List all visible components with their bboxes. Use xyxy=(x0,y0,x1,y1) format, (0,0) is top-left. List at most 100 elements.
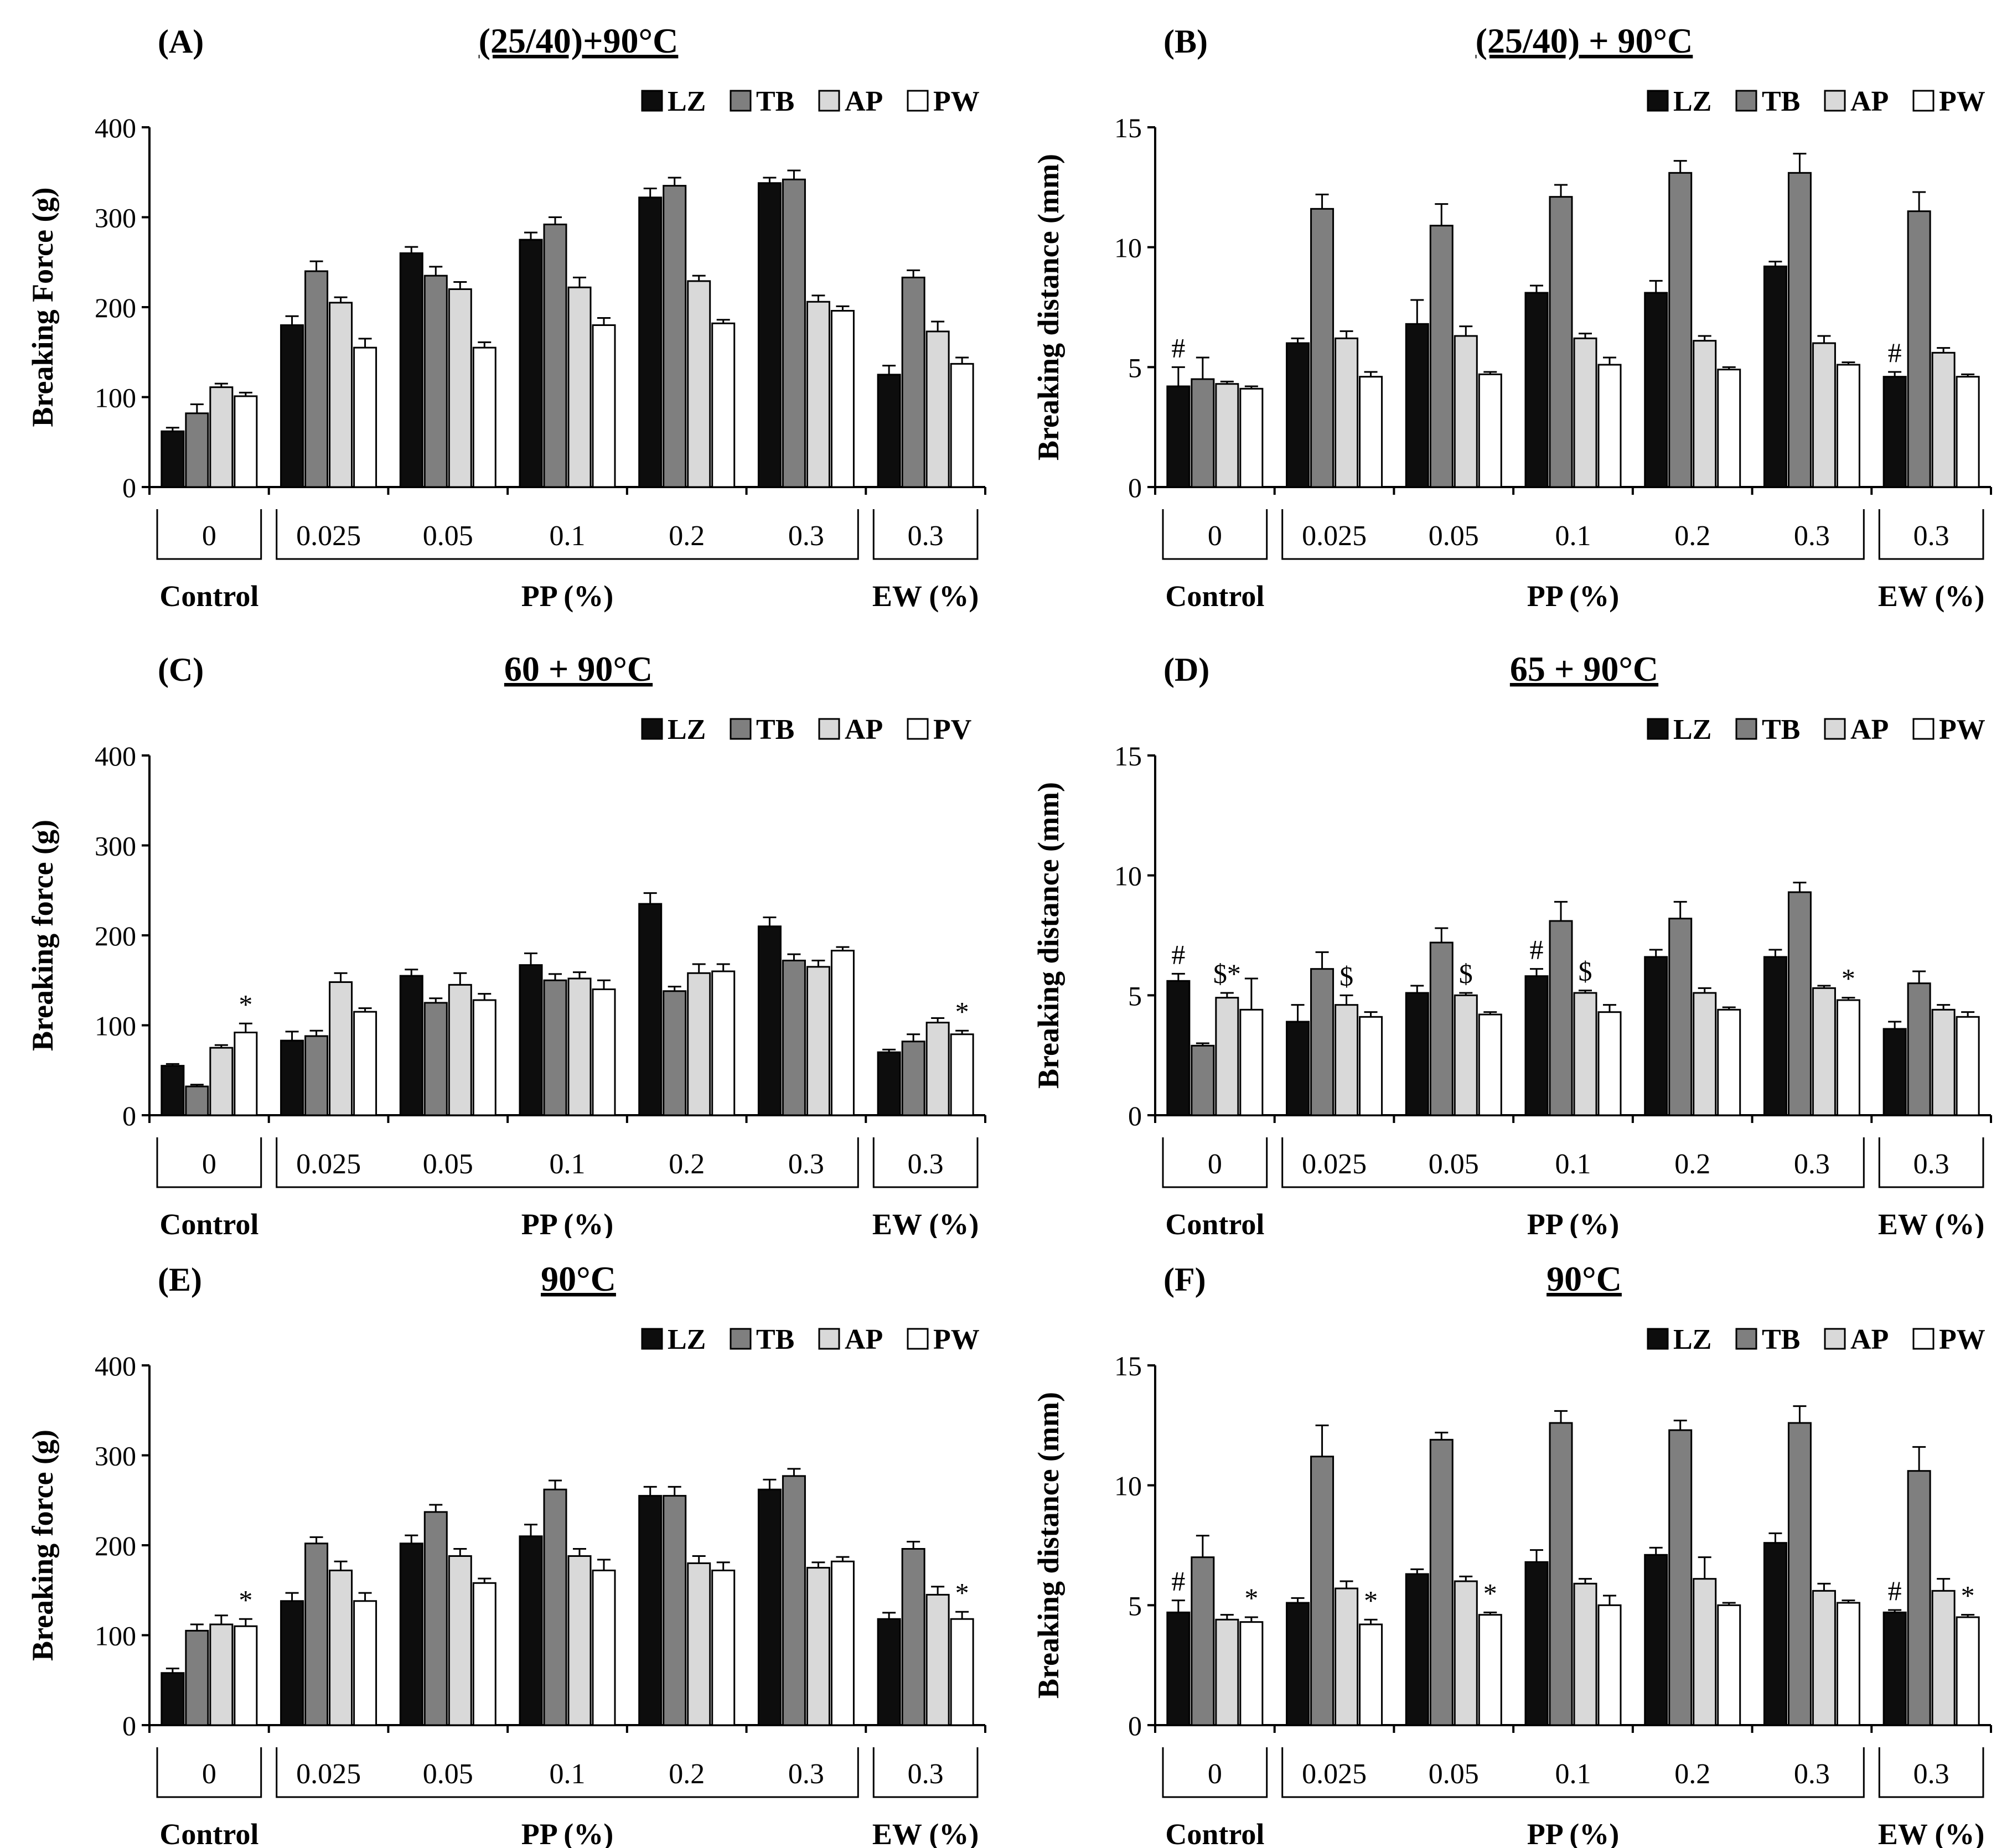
group-bracket xyxy=(872,1137,979,1188)
significance-mark: * xyxy=(239,988,252,1019)
bar-tb xyxy=(304,270,329,488)
legend-label: LZ xyxy=(1673,86,1711,117)
legend-label: AP xyxy=(845,86,883,117)
legend-label: PW xyxy=(933,1324,980,1355)
bar-lz xyxy=(1286,1602,1310,1726)
legend-swatch xyxy=(730,90,752,112)
significance-mark: * xyxy=(955,996,969,1027)
group-bracket xyxy=(276,1747,859,1798)
group-label: EW (%) xyxy=(872,579,979,613)
bar-lz xyxy=(757,925,782,1116)
group-bracket xyxy=(872,509,979,560)
y-tick-label: 0 xyxy=(1128,472,1142,503)
bar-ap xyxy=(448,288,472,488)
bar-ap xyxy=(687,1562,711,1726)
chart-title: 90°C xyxy=(1547,1259,1622,1298)
x-tick-label: 0.025 xyxy=(1302,520,1367,552)
bar-ap xyxy=(1454,335,1478,488)
bar-pw xyxy=(1359,1623,1383,1726)
bar-tb xyxy=(185,1629,209,1726)
bar-tb xyxy=(543,979,567,1116)
bar-ap xyxy=(1335,337,1359,488)
bar-lz xyxy=(161,1065,185,1116)
y-tick-label: 300 xyxy=(95,1441,136,1472)
bar-ap xyxy=(1335,1587,1359,1726)
bar-tb xyxy=(1668,172,1693,488)
panel-label: (E) xyxy=(158,1261,202,1298)
bar-tb xyxy=(1907,1470,1931,1726)
x-tick-label: 0.05 xyxy=(1429,1758,1479,1790)
y-tick-label: 300 xyxy=(95,831,136,862)
bar-ap xyxy=(329,302,353,488)
bar-lz xyxy=(519,964,543,1116)
bar-lz xyxy=(399,252,423,488)
bar-ap xyxy=(1931,351,1956,488)
bar-tb xyxy=(304,1542,329,1726)
legend-swatch xyxy=(1824,1328,1846,1350)
legend-label: TB xyxy=(756,714,794,746)
bar-tb xyxy=(1310,968,1335,1116)
chart-title: 60 + 90°C xyxy=(504,649,653,689)
x-tick-label: 0.3 xyxy=(788,1758,824,1790)
legend-label: PW xyxy=(1939,714,1985,746)
y-tick-label: 0 xyxy=(122,472,136,503)
significance-mark: # xyxy=(1530,934,1544,965)
legend-label: PW xyxy=(933,86,980,117)
y-axis-title: Breaking distance (mm) xyxy=(1032,782,1065,1089)
significance-mark: * xyxy=(955,1577,969,1608)
significance-mark: $ xyxy=(1459,958,1473,989)
group-bracket xyxy=(156,509,262,560)
x-tick-label: 0.05 xyxy=(423,1758,473,1790)
bar-ap xyxy=(448,1555,472,1726)
bar-pw xyxy=(234,395,258,488)
bar-pw xyxy=(1239,387,1264,488)
bar-tb xyxy=(1429,941,1454,1116)
significance-mark: * xyxy=(239,1584,252,1615)
bar-ap xyxy=(1812,342,1836,488)
group-bracket xyxy=(1281,1747,1865,1798)
bar-pw xyxy=(592,988,616,1116)
bar-lz xyxy=(1524,292,1549,488)
bar-pw xyxy=(1836,999,1860,1116)
legend-swatch xyxy=(641,718,663,740)
bar-ap xyxy=(1693,992,1717,1116)
legend-swatch xyxy=(1647,90,1669,112)
bar-lz xyxy=(1763,1542,1787,1726)
bar-ap xyxy=(1335,1004,1359,1116)
y-tick-label: 10 xyxy=(1114,232,1142,263)
significance-mark: * xyxy=(1483,1577,1497,1608)
bar-ap xyxy=(1215,383,1239,488)
bar-pw xyxy=(830,950,855,1116)
legend-label: LZ xyxy=(1673,714,1711,746)
y-tick-label: 15 xyxy=(1114,1350,1142,1381)
y-axis-title: Breaking force (g) xyxy=(26,820,59,1051)
x-tick-label: 0.3 xyxy=(1794,1758,1830,1790)
bar-pw xyxy=(1478,1013,1502,1116)
legend-swatch xyxy=(1912,1328,1935,1350)
bar-lz xyxy=(161,1672,185,1726)
x-tick-label: 0.3 xyxy=(788,1148,824,1180)
y-tick-label: 200 xyxy=(95,292,136,323)
bar-pw xyxy=(592,324,616,488)
group-label: Control xyxy=(159,1818,258,1848)
legend-label: PW xyxy=(1939,1324,1985,1355)
bar-lz xyxy=(399,1542,423,1726)
bar-ap xyxy=(1454,1580,1478,1726)
bar-tb xyxy=(543,1488,567,1726)
x-tick-label: 0 xyxy=(202,1148,216,1180)
x-tick-label: 0.3 xyxy=(788,520,824,552)
bar-tb xyxy=(423,1002,448,1116)
group-label: PP (%) xyxy=(1527,579,1619,613)
bar-ap xyxy=(1693,340,1717,488)
bar-lz xyxy=(1644,1554,1668,1726)
x-tick-label: 0.05 xyxy=(423,1148,473,1180)
legend-swatch xyxy=(1735,718,1757,740)
x-tick-label: 0.1 xyxy=(550,1148,586,1180)
bar-pw xyxy=(1956,1016,1980,1116)
group-bracket xyxy=(1878,509,1984,560)
bar-ap xyxy=(1215,1618,1239,1726)
bar-lz xyxy=(1286,1021,1310,1116)
x-tick-label: 0 xyxy=(202,1758,216,1790)
bar-ap xyxy=(1454,994,1478,1116)
